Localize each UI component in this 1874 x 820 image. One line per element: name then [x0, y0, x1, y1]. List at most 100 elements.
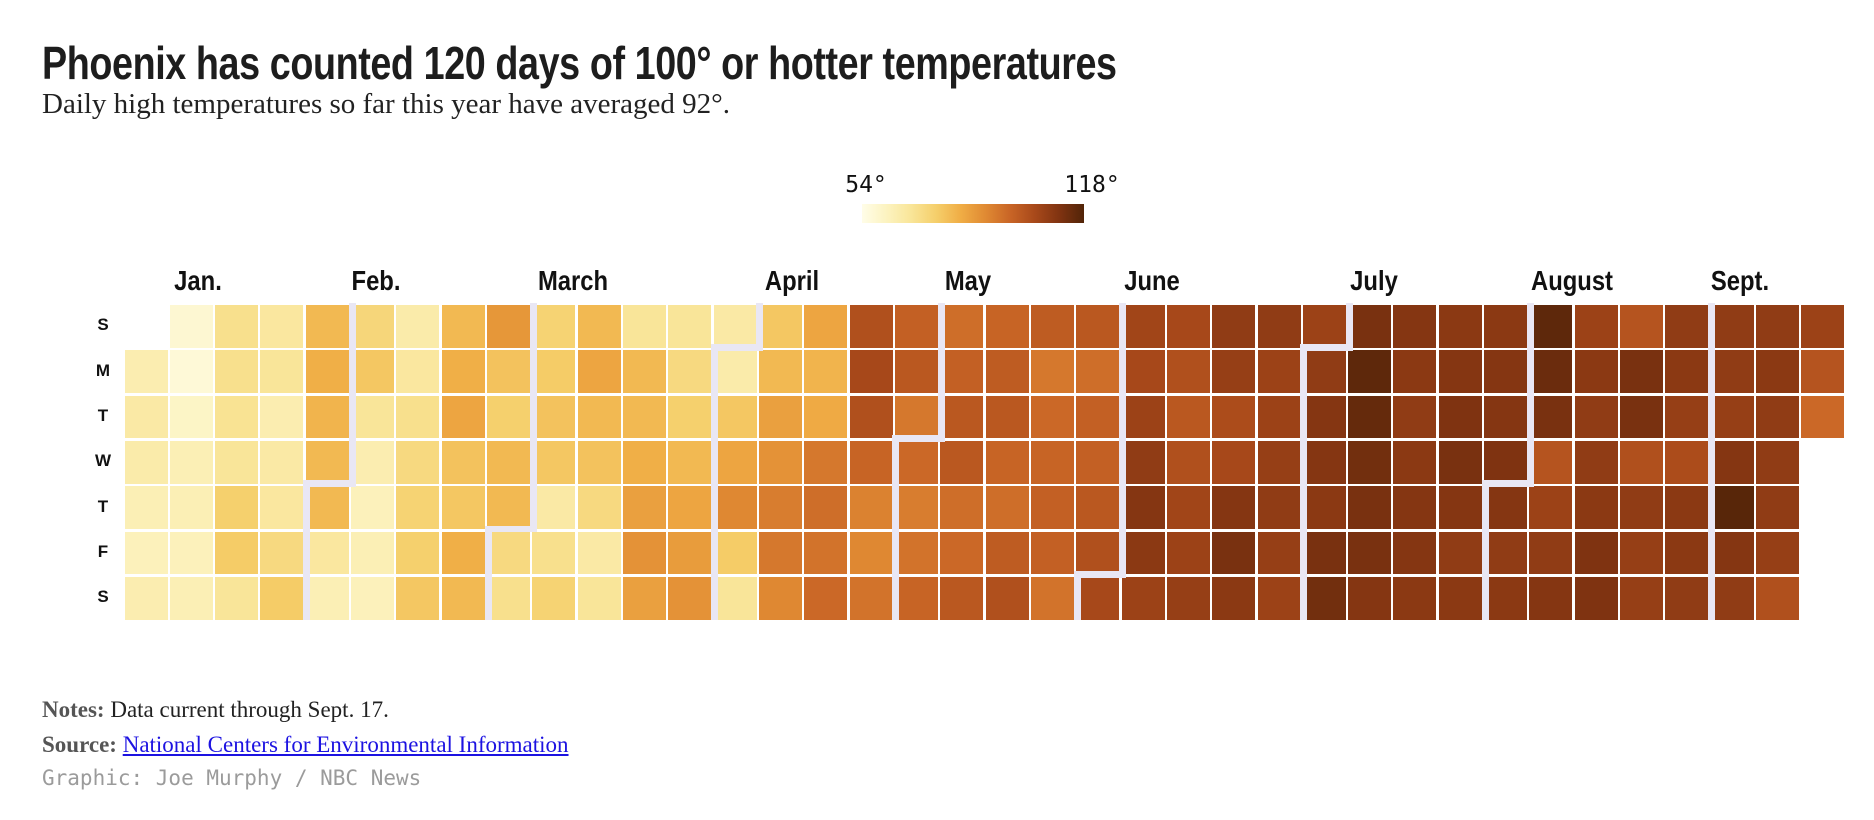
day-cell[interactable] — [487, 486, 531, 529]
day-cell[interactable] — [215, 577, 259, 620]
day-cell[interactable] — [1438, 395, 1482, 439]
day-cell[interactable] — [1348, 531, 1392, 575]
day-cell[interactable] — [1302, 486, 1346, 529]
day-cell[interactable] — [1484, 486, 1528, 529]
day-cell[interactable] — [1665, 531, 1709, 575]
day-cell[interactable] — [1484, 395, 1528, 439]
day-cell[interactable] — [577, 395, 621, 439]
day-cell[interactable] — [985, 395, 1029, 439]
day-cell[interactable] — [1348, 441, 1392, 484]
day-cell[interactable] — [1620, 305, 1664, 348]
day-cell[interactable] — [1620, 441, 1664, 484]
day-cell[interactable] — [1438, 305, 1482, 348]
day-cell[interactable] — [713, 395, 757, 439]
day-cell[interactable] — [1484, 441, 1528, 484]
day-cell[interactable] — [1302, 305, 1346, 348]
day-cell[interactable] — [1801, 350, 1845, 393]
day-cell[interactable] — [1348, 305, 1392, 348]
day-cell[interactable] — [1710, 305, 1754, 348]
day-cell[interactable] — [169, 531, 213, 575]
day-cell[interactable] — [940, 441, 984, 484]
day-cell[interactable] — [1076, 486, 1120, 529]
day-cell[interactable] — [804, 486, 848, 529]
day-cell[interactable] — [169, 305, 213, 348]
day-cell[interactable] — [396, 486, 440, 529]
day-cell[interactable] — [1529, 577, 1573, 620]
day-cell[interactable] — [1756, 531, 1800, 575]
day-cell[interactable] — [1076, 441, 1120, 484]
source-link[interactable]: National Centers for Environmental Infor… — [122, 732, 569, 757]
day-cell[interactable] — [1166, 577, 1210, 620]
day-cell[interactable] — [260, 305, 304, 348]
day-cell[interactable] — [1030, 486, 1074, 529]
day-cell[interactable] — [1574, 305, 1618, 348]
day-cell[interactable] — [713, 486, 757, 529]
day-cell[interactable] — [1257, 350, 1301, 393]
day-cell[interactable] — [713, 305, 757, 348]
day-cell[interactable] — [1393, 531, 1437, 575]
day-cell[interactable] — [441, 531, 485, 575]
day-cell[interactable] — [940, 531, 984, 575]
day-cell[interactable] — [1529, 395, 1573, 439]
day-cell[interactable] — [396, 395, 440, 439]
day-cell[interactable] — [1212, 350, 1256, 393]
day-cell[interactable] — [1574, 577, 1618, 620]
day-cell[interactable] — [577, 441, 621, 484]
day-cell[interactable] — [169, 577, 213, 620]
day-cell[interactable] — [1257, 531, 1301, 575]
day-cell[interactable] — [1438, 531, 1482, 575]
day-cell[interactable] — [487, 531, 531, 575]
day-cell[interactable] — [940, 395, 984, 439]
day-cell[interactable] — [668, 305, 712, 348]
day-cell[interactable] — [758, 305, 802, 348]
day-cell[interactable] — [396, 305, 440, 348]
day-cell[interactable] — [1665, 486, 1709, 529]
day-cell[interactable] — [305, 305, 349, 348]
day-cell[interactable] — [215, 305, 259, 348]
day-cell[interactable] — [623, 305, 667, 348]
day-cell[interactable] — [668, 350, 712, 393]
day-cell[interactable] — [1665, 305, 1709, 348]
day-cell[interactable] — [1393, 395, 1437, 439]
day-cell[interactable] — [1030, 350, 1074, 393]
day-cell[interactable] — [487, 441, 531, 484]
day-cell[interactable] — [1348, 350, 1392, 393]
day-cell[interactable] — [758, 441, 802, 484]
day-cell[interactable] — [124, 350, 168, 393]
day-cell[interactable] — [1529, 441, 1573, 484]
day-cell[interactable] — [1665, 350, 1709, 393]
day-cell[interactable] — [1756, 486, 1800, 529]
day-cell[interactable] — [305, 577, 349, 620]
day-cell[interactable] — [1710, 395, 1754, 439]
day-cell[interactable] — [1756, 305, 1800, 348]
day-cell[interactable] — [1529, 305, 1573, 348]
day-cell[interactable] — [351, 577, 395, 620]
day-cell[interactable] — [169, 395, 213, 439]
day-cell[interactable] — [577, 577, 621, 620]
day-cell[interactable] — [124, 441, 168, 484]
day-cell[interactable] — [1257, 395, 1301, 439]
day-cell[interactable] — [532, 395, 576, 439]
day-cell[interactable] — [1121, 577, 1165, 620]
day-cell[interactable] — [169, 350, 213, 393]
day-cell[interactable] — [940, 350, 984, 393]
day-cell[interactable] — [1484, 577, 1528, 620]
day-cell[interactable] — [1121, 305, 1165, 348]
day-cell[interactable] — [1076, 395, 1120, 439]
day-cell[interactable] — [441, 395, 485, 439]
day-cell[interactable] — [351, 531, 395, 575]
day-cell[interactable] — [532, 531, 576, 575]
day-cell[interactable] — [396, 441, 440, 484]
day-cell[interactable] — [1257, 577, 1301, 620]
day-cell[interactable] — [804, 531, 848, 575]
day-cell[interactable] — [1166, 395, 1210, 439]
day-cell[interactable] — [577, 486, 621, 529]
day-cell[interactable] — [894, 531, 938, 575]
day-cell[interactable] — [1574, 395, 1618, 439]
day-cell[interactable] — [169, 486, 213, 529]
day-cell[interactable] — [1257, 486, 1301, 529]
day-cell[interactable] — [441, 486, 485, 529]
day-cell[interactable] — [1302, 395, 1346, 439]
day-cell[interactable] — [1484, 350, 1528, 393]
day-cell[interactable] — [1030, 441, 1074, 484]
